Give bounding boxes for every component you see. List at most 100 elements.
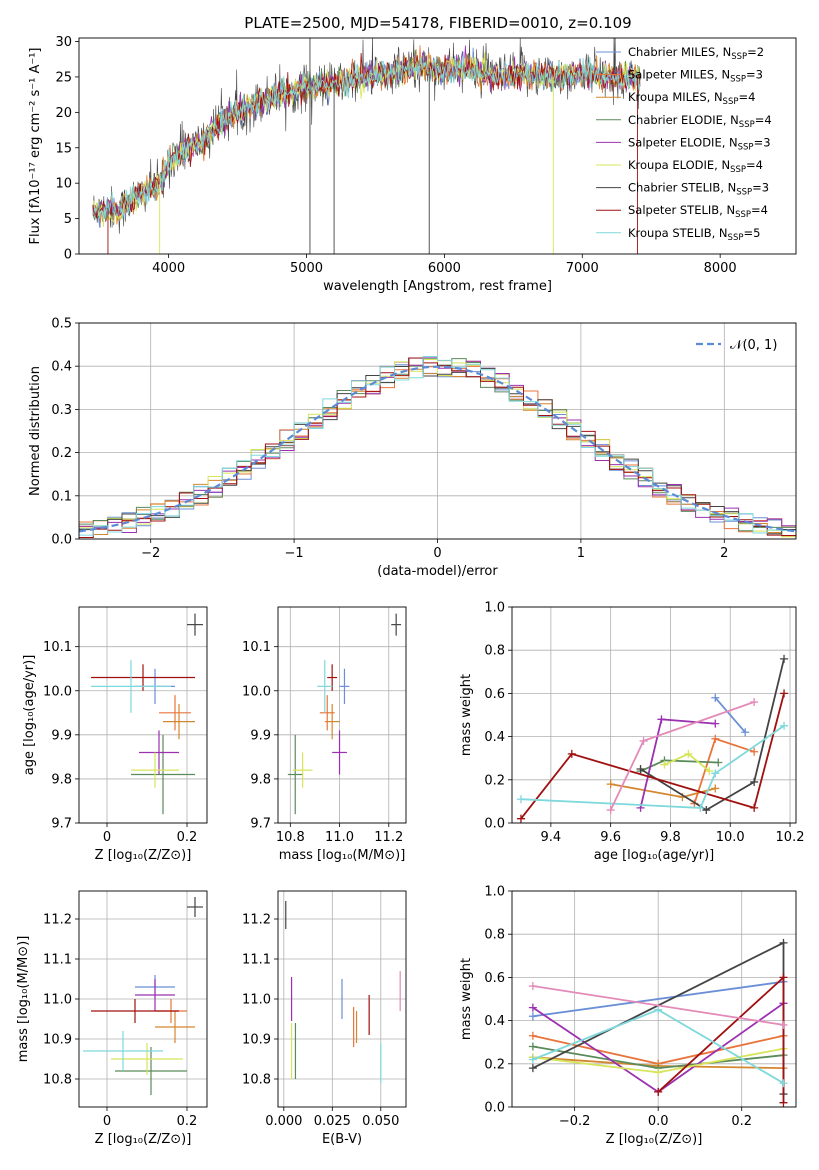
- weight-series: [606, 698, 759, 815]
- series-line: [520, 693, 785, 820]
- errorbar-point: [187, 897, 203, 917]
- series-marker: [750, 747, 759, 756]
- series-marker: [702, 806, 711, 815]
- errorbar-point: [83, 1031, 163, 1071]
- errorbar-point: [155, 1011, 195, 1043]
- axes-frame: [78, 890, 208, 1108]
- weight-series: [636, 654, 789, 815]
- errorbar-point: [317, 659, 333, 713]
- x-tick-label: 10.8: [276, 830, 305, 845]
- x-tick-label: 9.8: [660, 830, 681, 845]
- legend-entry: Chabrier MILES, NSSP=2: [628, 45, 764, 62]
- errorbar-point: [91, 659, 171, 713]
- axes-frame: [277, 890, 407, 1108]
- y-tick-label: 11.1: [242, 953, 271, 968]
- series-marker: [711, 784, 720, 793]
- y-tick-label: 10.0: [242, 684, 271, 699]
- ticks: 0 0.2 10.8 10.9 11.0 11.1 11.2: [43, 913, 197, 1130]
- series-marker: [779, 1079, 788, 1088]
- y-tick-label: 0.0: [484, 817, 505, 832]
- y-tick-label: 0.0: [51, 533, 72, 548]
- errorbar-point: [131, 752, 179, 788]
- series-marker: [528, 1003, 537, 1012]
- errorbar-point: [292, 752, 313, 788]
- series-marker: [636, 765, 645, 773]
- series-marker: [705, 767, 714, 776]
- y-tick-label: 0.4: [51, 360, 72, 375]
- y-tick-label: 9.8: [250, 772, 271, 787]
- y-tick-label: 9.9: [250, 728, 271, 743]
- spectrum-line-kroupa-stelib: [92, 51, 641, 220]
- legend-entry: Salpeter ELODIE, NSSP=3: [628, 135, 771, 152]
- legend-count: =4: [746, 158, 763, 172]
- y-tick-label: 11.0: [43, 993, 72, 1008]
- x-tick-label: 4000: [152, 261, 185, 276]
- y-tick-label: 10.9: [43, 1033, 72, 1048]
- series-marker: [528, 1055, 537, 1064]
- y-tick-label: 0.5: [51, 317, 72, 332]
- legend-subscript: SSP: [723, 97, 739, 107]
- ticks: 0 0.2 9.7 9.8 9.9 10.0 10.1: [43, 640, 197, 845]
- x-tick-label: 0: [103, 830, 111, 845]
- series-marker: [657, 715, 666, 724]
- x-tick-label: 8000: [704, 261, 737, 276]
- y-tick-label: 10: [55, 177, 72, 192]
- weight-vs-Z-panel: −0.2 0.0 0.2 0.0 0.2 0.4 0.6 0.8 1.0 Z [log₁₀(Z/Z…: [459, 885, 797, 1147]
- grid: [278, 607, 406, 824]
- y-axis-label: mass [log₁₀(M/M⊙)]: [16, 936, 31, 1063]
- x-tick-label: 6000: [428, 261, 461, 276]
- x-tick-label: 5000: [290, 261, 323, 276]
- y-tick-label: 0.6: [484, 971, 505, 986]
- series-line: [520, 725, 785, 809]
- x-tick-label: −0.2: [559, 1114, 591, 1129]
- ticks: 4000 5000 6000 7000 8000 0 5 10 15 20 25 30: [55, 35, 736, 276]
- series-marker: [639, 736, 648, 745]
- legend-count: =3: [752, 181, 769, 195]
- y-tick-label: 9.9: [51, 728, 72, 743]
- x-tick-label: 9.6: [600, 830, 621, 845]
- legend-subscript: SSP: [728, 233, 744, 243]
- y-tick-label: 11.0: [242, 993, 271, 1008]
- ticks: 0.000 0.025 0.050 10.8 10.9 11.0 11.1 11.2: [242, 913, 399, 1130]
- series-marker: [780, 689, 789, 698]
- legend-count: =3: [746, 68, 763, 82]
- spectrum-panel: 4000 5000 6000 7000 8000 0 5 10 15 20 25 30 waveleng…: [28, 35, 797, 294]
- legend-entry: Kroupa STELIB, NSSP=5: [628, 226, 760, 243]
- x-tick-label: 9.4: [541, 830, 562, 845]
- series-marker: [750, 777, 759, 786]
- ticks: 9.4 9.6 9.8 10.0 10.2 0.0 0.2 0.4 0.6 0.8 1.0: [484, 601, 804, 846]
- y-tick-label: 9.7: [250, 817, 271, 832]
- series-marker: [779, 1020, 788, 1029]
- spectrum-line-chabrier-stelib: [92, 38, 641, 234]
- y-tick-label: 1.0: [484, 601, 505, 616]
- errorbar-point: [159, 695, 191, 731]
- y-tick-label: 0.8: [484, 644, 505, 659]
- weight-series: [516, 689, 789, 823]
- legend-count: =2: [747, 45, 764, 59]
- series-marker: [714, 758, 723, 767]
- series-marker: [696, 803, 705, 812]
- weight-series: [528, 982, 788, 1029]
- y-axis-label: Flux [fλ10⁻¹⁷ erg cm⁻² s⁻¹ A⁻¹]: [28, 48, 43, 245]
- legend-entry: Chabrier STELIB, NSSP=3: [628, 181, 769, 198]
- y-tick-label: 11.1: [43, 953, 72, 968]
- y-tick-label: 11.2: [242, 913, 271, 928]
- y-tick-label: 10.0: [43, 684, 72, 699]
- series-marker: [711, 734, 720, 743]
- weight-series: [711, 693, 750, 737]
- y-tick-label: 0: [64, 248, 72, 263]
- series-line: [640, 658, 785, 812]
- errorbar-point: [187, 613, 203, 636]
- x-tick-label: 0.2: [731, 1114, 752, 1129]
- y-tick-label: 10.9: [242, 1033, 271, 1048]
- normal-legend-label: 𝒩(0, 1): [730, 338, 777, 353]
- normal-curve: [78, 365, 797, 533]
- grid: [79, 891, 207, 1107]
- y-tick-label: 0.2: [51, 446, 72, 461]
- weight-vs-age-panel: 9.4 9.6 9.8 10.0 10.2 0.0 0.2 0.4 0.6 0.8 1.0 age […: [459, 601, 804, 864]
- x-tick-label: 0.050: [362, 1114, 399, 1129]
- series-line: [714, 697, 746, 733]
- y-tick-label: 9.7: [51, 817, 72, 832]
- y-tick-label: 10.1: [242, 640, 271, 655]
